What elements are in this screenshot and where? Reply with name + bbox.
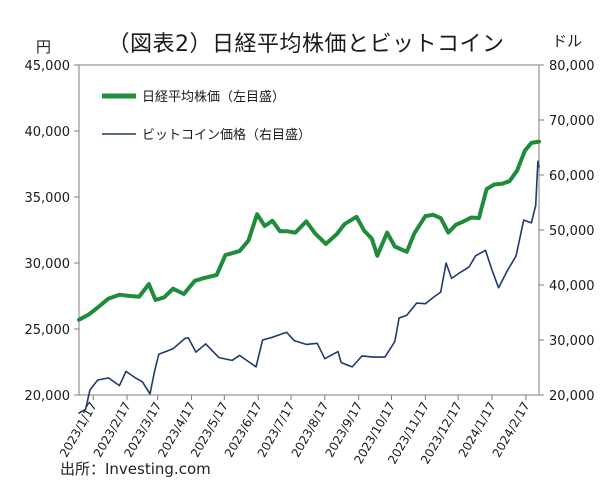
left-tick-label: 40,000 bbox=[25, 125, 71, 140]
right-axis-unit: ドル bbox=[552, 32, 583, 50]
legend: 日経平均株価（左目盛） ビットコイン価格（右目盛） bbox=[102, 90, 311, 143]
series-layer bbox=[77, 139, 541, 414]
right-tick-label: 80,000 bbox=[549, 59, 595, 74]
chart-title: （図表2）日経平均株価とビットコイン bbox=[107, 32, 505, 57]
left-axis-unit: 円 bbox=[36, 38, 52, 56]
right-axis: 20,000 30,000 40,000 50,000 60,000 70,000 80,0… bbox=[539, 59, 595, 404]
legend-label-nikkei: 日経平均株価（左目盛） bbox=[142, 90, 285, 105]
right-tick-label: 60,000 bbox=[549, 169, 595, 184]
left-tick-label: 25,000 bbox=[25, 323, 71, 338]
left-tick-label: 45,000 bbox=[25, 59, 71, 74]
source-note: 出所：Investing.com bbox=[60, 460, 211, 478]
plot-frame bbox=[78, 64, 540, 396]
bitcoin-series-line bbox=[78, 160, 540, 414]
left-tick-label: 35,000 bbox=[25, 191, 71, 206]
left-tick-label: 30,000 bbox=[25, 257, 71, 272]
x-axis: 2023/1/172023/2/172023/3/172023/4/172023… bbox=[57, 395, 532, 466]
right-tick-label: 20,000 bbox=[549, 389, 595, 404]
right-tick-label: 40,000 bbox=[549, 279, 595, 294]
left-axis: 20,000 25,000 30,000 35,000 40,000 45,000 bbox=[25, 59, 79, 404]
legend-label-bitcoin: ビットコイン価格（右目盛） bbox=[142, 127, 311, 143]
nikkei-series-line bbox=[77, 139, 541, 322]
left-tick-label: 20,000 bbox=[25, 389, 71, 404]
right-tick-label: 50,000 bbox=[549, 224, 595, 239]
right-tick-label: 30,000 bbox=[549, 334, 595, 349]
right-tick-label: 70,000 bbox=[549, 114, 595, 129]
